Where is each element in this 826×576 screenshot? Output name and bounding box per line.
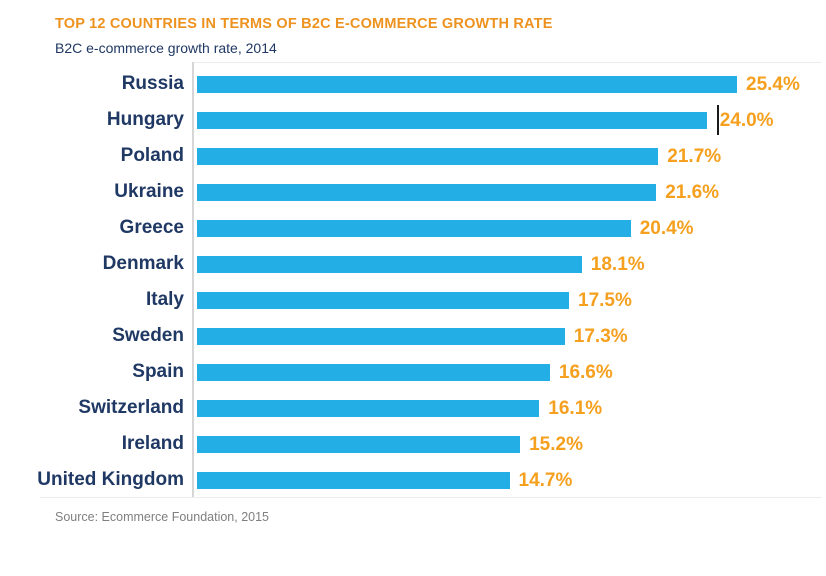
bar <box>197 471 510 489</box>
bar <box>197 291 569 309</box>
bar-track: 21.6% <box>193 174 826 210</box>
bar-track: 25.4% <box>193 66 826 102</box>
bar-track: 21.7% <box>193 138 826 174</box>
bar-row: Denmark 18.1% <box>0 246 826 282</box>
bar <box>197 219 631 237</box>
chart-subtitle: B2C e-commerce growth rate, 2014 <box>55 40 277 56</box>
value-label: 21.6% <box>665 181 720 203</box>
category-label: Greece <box>119 217 184 238</box>
bar-track: 14.7% <box>193 462 826 498</box>
plot-top-hairline <box>193 62 821 63</box>
bar-row: Ireland 15.2% <box>0 426 826 462</box>
bar-track: 24.0% <box>193 102 826 138</box>
bar-row: Ukraine 21.6% <box>0 174 826 210</box>
text-cursor-artifact <box>717 105 719 135</box>
bar <box>197 147 659 165</box>
category-label: Ireland <box>121 433 184 454</box>
value-label: 17.5% <box>578 289 632 311</box>
bar-track: 15.2% <box>193 426 826 462</box>
category-label: Spain <box>132 361 184 382</box>
value-label: 14.7% <box>518 469 573 491</box>
value-label: 16.6% <box>558 361 613 383</box>
value-label: 17.3% <box>573 325 628 347</box>
plot-bottom-hairline <box>40 497 822 498</box>
category-label: Russia <box>121 73 184 94</box>
bar-row: Switzerland 16.1% <box>0 390 826 426</box>
bar-rows-container: Russia 25.4% Hungary 24.0% Poland 21.7% Ukrain… <box>0 66 826 498</box>
value-label: 25.4% <box>746 73 800 95</box>
bar-row: Italy 17.5% <box>0 282 826 318</box>
bar-track: 17.5% <box>193 282 826 318</box>
category-label: Switzerland <box>78 397 184 418</box>
bar-track: 16.1% <box>193 390 826 426</box>
bar <box>197 399 540 417</box>
bar <box>197 75 737 93</box>
y-axis-line <box>192 62 194 498</box>
bar <box>197 363 550 381</box>
category-label: United Kingdom <box>37 469 184 490</box>
category-label: Italy <box>145 289 184 310</box>
value-label: 18.1% <box>590 253 645 275</box>
bar <box>197 111 708 129</box>
bar-row: Hungary 24.0% <box>0 102 826 138</box>
bar <box>197 255 582 273</box>
bar-row: Spain 16.6% <box>0 354 826 390</box>
bar-row: Sweden 17.3% <box>0 318 826 354</box>
bar <box>197 435 521 453</box>
category-label: Poland <box>120 145 184 166</box>
bar-track: 16.6% <box>193 354 826 390</box>
category-label: Sweden <box>112 325 184 346</box>
bar-track: 20.4% <box>193 210 826 246</box>
category-label: Hungary <box>106 109 184 130</box>
bar-row: Greece 20.4% <box>0 210 826 246</box>
value-label: 21.7% <box>667 145 722 167</box>
bar-row: Russia 25.4% <box>0 66 826 102</box>
category-label: Denmark <box>102 253 184 274</box>
bar-track: 17.3% <box>193 318 826 354</box>
bar-row: United Kingdom 14.7% <box>0 462 826 498</box>
value-label: 24.0% <box>719 109 774 131</box>
value-label: 16.1% <box>548 397 603 419</box>
chart-title: TOP 12 COUNTRIES IN TERMS OF B2C E-COMME… <box>55 16 553 32</box>
value-label: 15.2% <box>529 433 583 455</box>
value-label: 20.4% <box>639 217 694 239</box>
bar-row: Poland 21.7% <box>0 138 826 174</box>
source-note: Source: Ecommerce Foundation, 2015 <box>55 510 270 524</box>
category-label: Ukraine <box>114 181 184 202</box>
bar <box>197 183 657 201</box>
bar <box>197 327 565 345</box>
bar-track: 18.1% <box>193 246 826 282</box>
